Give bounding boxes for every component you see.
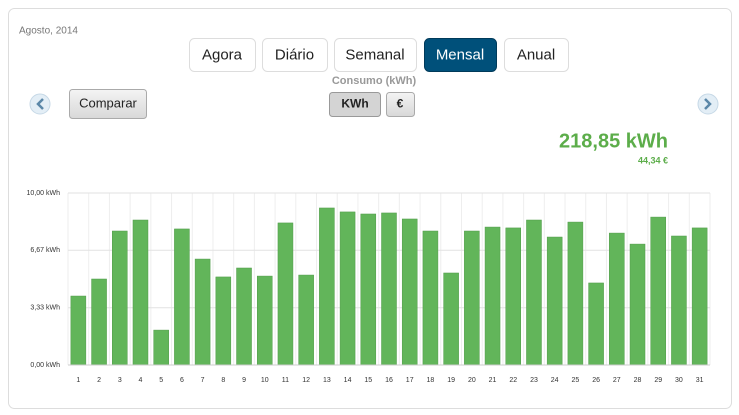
bar [443, 272, 459, 366]
tab[interactable] [189, 38, 256, 72]
x-tick-label: 4 [139, 377, 143, 384]
next-arrow[interactable] [697, 93, 719, 115]
bar [484, 226, 501, 366]
x-tick-label: 10 [261, 377, 269, 384]
compare-button[interactable] [69, 89, 147, 119]
unit-button[interactable] [329, 92, 381, 117]
bar [401, 218, 418, 366]
y-tick-label: 3,33 kWh [30, 305, 60, 312]
x-tick-label: 11 [282, 377, 289, 384]
tab-label: Diário [275, 46, 314, 63]
prev-arrow[interactable] [29, 93, 51, 115]
x-tick-label: 3 [118, 377, 122, 384]
x-tick-label: 8 [221, 377, 225, 384]
y-tick-label: 10,00 kWh [27, 190, 61, 197]
tab-label: Mensal [436, 46, 484, 63]
bar [567, 221, 584, 366]
bar [194, 258, 211, 366]
x-tick-label: 9 [242, 377, 246, 384]
tab[interactable] [262, 38, 328, 72]
bar [132, 219, 149, 366]
bar [298, 274, 314, 366]
date-label: Agosto, 2014 [19, 26, 78, 37]
bar [588, 282, 604, 366]
unit-button[interactable] [386, 92, 415, 117]
x-tick-label: 5 [159, 377, 163, 384]
prev-arrow-icon [36, 98, 44, 110]
bar [422, 230, 439, 366]
x-tick-label: 25 [571, 377, 579, 384]
x-tick-label: 22 [509, 377, 517, 384]
x-tick-label: 20 [468, 377, 476, 384]
bar [236, 267, 252, 366]
x-tick-label: 28 [634, 377, 642, 384]
tab-label: Anual [517, 46, 555, 63]
x-tick-label: 19 [447, 377, 455, 384]
x-tick-label: 7 [201, 377, 205, 384]
x-tick-label: 6 [180, 377, 184, 384]
bar [174, 228, 190, 366]
bar [153, 329, 169, 366]
compare-label: Comparar [79, 95, 137, 110]
x-tick-label: 14 [344, 377, 352, 384]
cost-value: 44,34 € [638, 155, 668, 165]
x-tick-label: 1 [76, 377, 80, 384]
y-tick-label: 6,67 kWh [30, 247, 60, 254]
x-tick-label: 16 [385, 377, 393, 384]
bar [505, 227, 522, 366]
x-tick-label: 27 [613, 377, 621, 384]
bar [691, 227, 708, 366]
tab[interactable] [424, 38, 497, 72]
x-tick-label: 13 [323, 377, 331, 384]
tab[interactable] [504, 38, 569, 72]
y-tick-label: 0,00 kWh [30, 362, 60, 369]
bar [546, 236, 563, 366]
x-tick-label: 17 [406, 377, 414, 384]
unit-title: Consumo (kWh) [332, 75, 417, 87]
x-tick-label: 29 [654, 377, 662, 384]
bar [215, 276, 232, 366]
x-tick-label: 2 [97, 377, 101, 384]
bar [256, 275, 273, 366]
bar [629, 243, 646, 366]
tab[interactable] [334, 38, 417, 72]
bar [339, 211, 356, 366]
bar [277, 222, 294, 366]
bar [70, 295, 87, 366]
x-tick-label: 26 [592, 377, 600, 384]
bar [112, 230, 128, 366]
x-tick-label: 18 [427, 377, 435, 384]
bar [360, 213, 377, 366]
bar [526, 219, 542, 366]
total-value: 218,85 kWh [559, 130, 668, 152]
bar [609, 232, 625, 366]
x-tick-label: 12 [302, 377, 310, 384]
x-tick-label: 23 [530, 377, 538, 384]
x-tick-label: 31 [696, 377, 704, 384]
x-tick-label: 15 [364, 377, 372, 384]
x-tick-label: 30 [675, 377, 683, 384]
unit-label: € [397, 97, 404, 111]
bar [319, 207, 335, 366]
unit-label: KWh [341, 97, 368, 111]
tab-label: Agora [202, 46, 243, 63]
next-arrow-icon [704, 98, 712, 110]
x-tick-label: 21 [489, 377, 497, 384]
bar [381, 212, 397, 366]
tab-label: Semanal [345, 46, 404, 63]
bar [671, 235, 687, 366]
bar [464, 230, 480, 366]
bar [91, 278, 107, 366]
bar [650, 216, 666, 366]
x-tick-label: 24 [551, 377, 559, 384]
